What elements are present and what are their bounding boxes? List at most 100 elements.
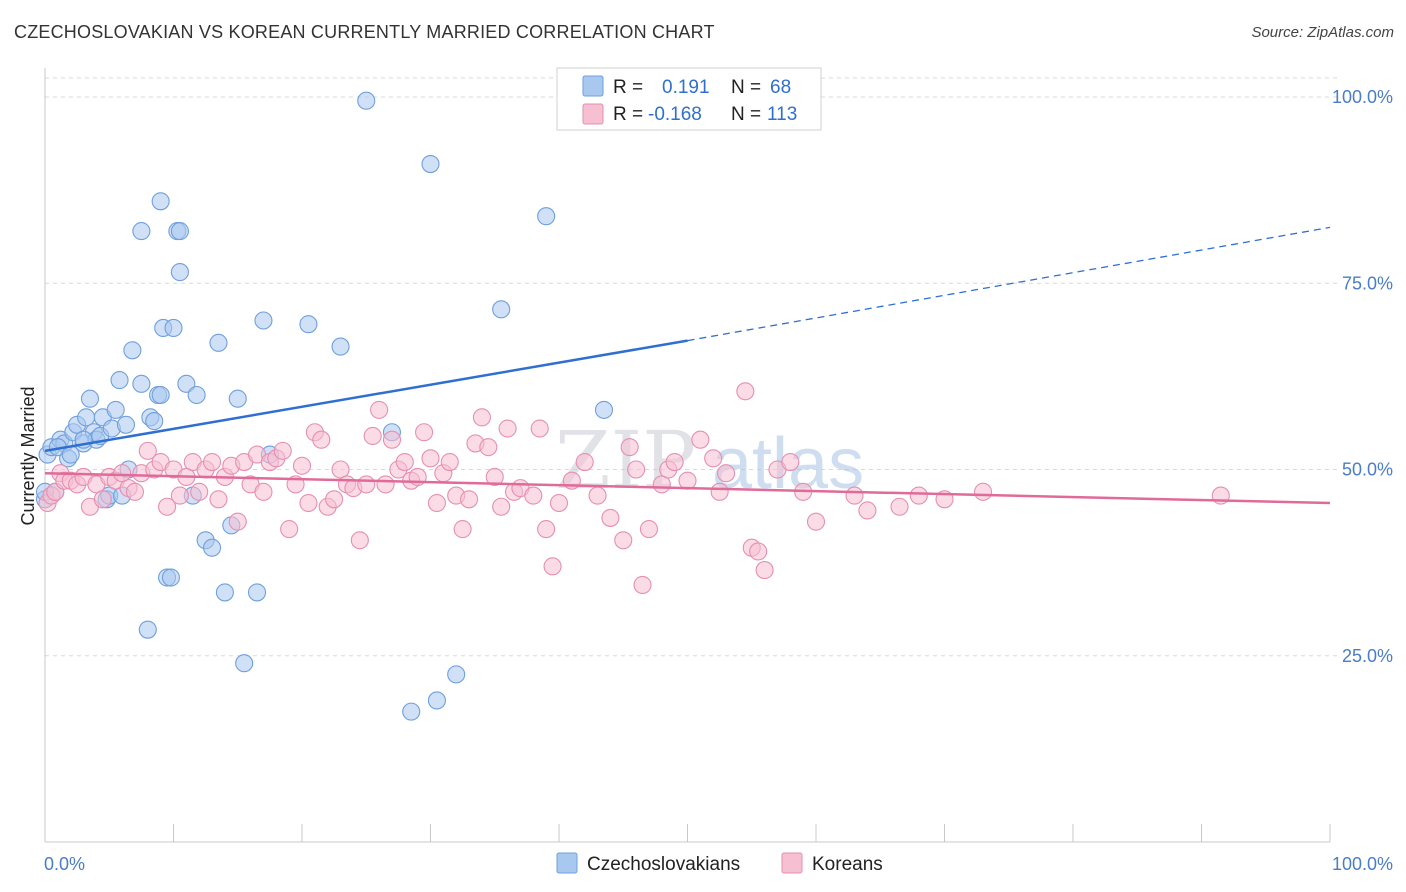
data-point <box>280 520 299 539</box>
data-point <box>421 449 440 468</box>
data-point <box>125 482 144 501</box>
data-point <box>421 155 440 174</box>
data-point <box>537 520 556 539</box>
data-point <box>755 561 774 580</box>
legend-swatch-czech <box>582 75 604 97</box>
data-point <box>453 520 472 539</box>
data-point <box>627 460 646 479</box>
legend-swatch-korean <box>582 103 604 125</box>
data-point <box>678 471 697 490</box>
data-point <box>543 557 562 576</box>
y-tick-label: 50.0% <box>1342 460 1393 480</box>
bottom-legend-swatch-czech <box>556 852 578 874</box>
data-point <box>909 486 928 505</box>
data-point <box>575 452 594 472</box>
data-point <box>704 449 723 468</box>
data-point <box>736 382 755 401</box>
trend-line-korean <box>44 471 1331 505</box>
bottom-legend-swatch-korean <box>781 852 803 874</box>
data-point <box>228 512 247 531</box>
data-point <box>376 475 395 494</box>
series-koreans <box>38 382 1230 595</box>
trend-lines <box>44 226 1331 505</box>
x-tick-label: 100.0% <box>1332 854 1393 874</box>
data-point <box>485 467 504 487</box>
data-point <box>77 408 96 427</box>
data-point <box>620 438 639 457</box>
data-point <box>325 490 344 509</box>
data-point <box>132 374 151 393</box>
data-point <box>158 497 177 516</box>
data-point <box>716 464 736 483</box>
data-point <box>123 341 142 360</box>
series-czechoslovakians <box>35 91 614 721</box>
legend-n-label-korean: N = <box>731 104 761 125</box>
data-point <box>145 412 164 431</box>
source-label: Source: ZipAtlas.com <box>1251 24 1394 41</box>
grid-lines <box>45 77 1338 657</box>
data-point <box>93 490 112 509</box>
legend-r-label-korean: R = <box>613 104 643 125</box>
data-point <box>138 441 157 460</box>
data-point <box>170 222 189 241</box>
data-point <box>113 464 132 483</box>
data-point <box>164 318 183 338</box>
data-point <box>228 389 247 408</box>
bottom-legend-label-korean: Koreans <box>812 854 883 875</box>
data-point <box>633 575 652 595</box>
data-point <box>973 482 993 501</box>
data-point <box>806 512 826 531</box>
data-point <box>781 452 800 472</box>
data-point <box>524 486 543 505</box>
x-tick-label: 0.0% <box>44 854 85 874</box>
data-point <box>594 400 614 419</box>
data-point <box>254 482 273 501</box>
data-point <box>498 419 517 438</box>
data-point <box>203 538 222 557</box>
legend-n-label-czech: N = <box>731 77 761 98</box>
data-point <box>588 486 607 505</box>
trend-line-czech-extension <box>687 226 1331 342</box>
data-point <box>402 702 421 721</box>
data-point <box>427 691 446 710</box>
chart-title: CZECHOSLOVAKIAN VS KOREAN CURRENTLY MARR… <box>14 22 715 42</box>
data-point <box>106 400 125 419</box>
data-point <box>187 385 206 405</box>
bottom-legend-label-czech: Czechoslovakians <box>587 854 740 875</box>
legend-r-value-korean: -0.168 <box>648 104 702 125</box>
data-point <box>530 419 549 438</box>
data-point <box>331 337 350 356</box>
data-point <box>350 531 369 550</box>
trend-line-czech <box>44 339 688 453</box>
data-point <box>665 452 684 472</box>
legend-n-value-czech: 68 <box>770 77 791 98</box>
data-point <box>537 207 556 226</box>
data-point <box>247 583 267 602</box>
data-point <box>447 665 466 684</box>
data-point <box>370 400 389 419</box>
legend-n-value-korean: 113 <box>767 104 797 125</box>
data-point <box>749 542 768 561</box>
data-point <box>177 374 196 393</box>
data-point <box>357 91 376 110</box>
data-point <box>292 456 312 475</box>
data-point <box>190 482 209 501</box>
data-point <box>440 452 459 472</box>
data-point <box>170 486 189 505</box>
data-point <box>331 460 350 479</box>
data-point <box>858 501 877 520</box>
legend-r-label-czech: R = <box>613 77 643 98</box>
data-point <box>459 490 479 509</box>
data-point <box>151 192 170 211</box>
y-axis-label: Currently Married <box>18 386 38 525</box>
data-point <box>472 408 491 427</box>
data-point <box>299 493 318 513</box>
data-point <box>110 371 129 390</box>
y-tick-label: 100.0% <box>1332 87 1393 107</box>
data-point <box>151 385 170 405</box>
data-point <box>312 430 331 449</box>
data-point <box>209 490 228 509</box>
data-point <box>170 263 189 282</box>
data-point <box>116 415 136 434</box>
